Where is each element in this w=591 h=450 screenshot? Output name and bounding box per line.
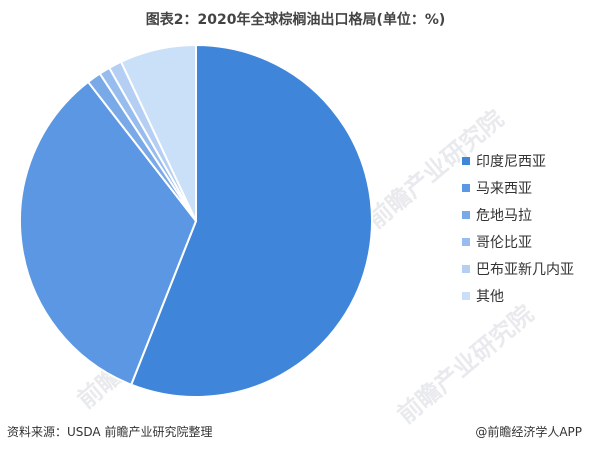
legend-swatch — [462, 156, 470, 165]
legend-item: 巴布亚新几内亚 — [462, 255, 574, 282]
pie-slice-5 — [119, 43, 197, 222]
legend-label: 印度尼西亚 — [476, 153, 546, 170]
legend-item: 哥伦比亚 — [462, 228, 574, 255]
chart-title: 图表2：2020年全球棕榈油出口格局(单位：%) — [145, 12, 446, 28]
legend-item: 其他 — [462, 282, 574, 309]
pie-slice-0 — [129, 43, 373, 398]
legend-item: 危地马拉 — [462, 201, 574, 228]
legend-swatch — [462, 210, 470, 219]
legend-item: 马来西亚 — [462, 174, 574, 201]
legend-swatch — [462, 183, 470, 192]
brand-credit: @前瞻经济学人APP — [475, 425, 582, 439]
legend-label: 马来西亚 — [476, 180, 532, 197]
legend: 印度尼西亚马来西亚危地马拉哥伦比亚巴布亚新几内亚 其他 — [462, 147, 574, 309]
legend-swatch — [462, 291, 470, 300]
legend-label: 其他 — [476, 288, 504, 305]
legend-swatch — [462, 237, 470, 246]
source-note: 资料来源：USDA 前瞻产业研究院整理 — [7, 425, 213, 439]
legend-label: 巴布亚新几内亚 — [476, 261, 574, 278]
legend-label: 危地马拉 — [476, 207, 532, 224]
legend-swatch — [462, 264, 470, 273]
pie-slice-1 — [19, 80, 198, 386]
legend-label: 哥伦比亚 — [476, 234, 532, 251]
legend-item: 印度尼西亚 — [462, 147, 574, 174]
